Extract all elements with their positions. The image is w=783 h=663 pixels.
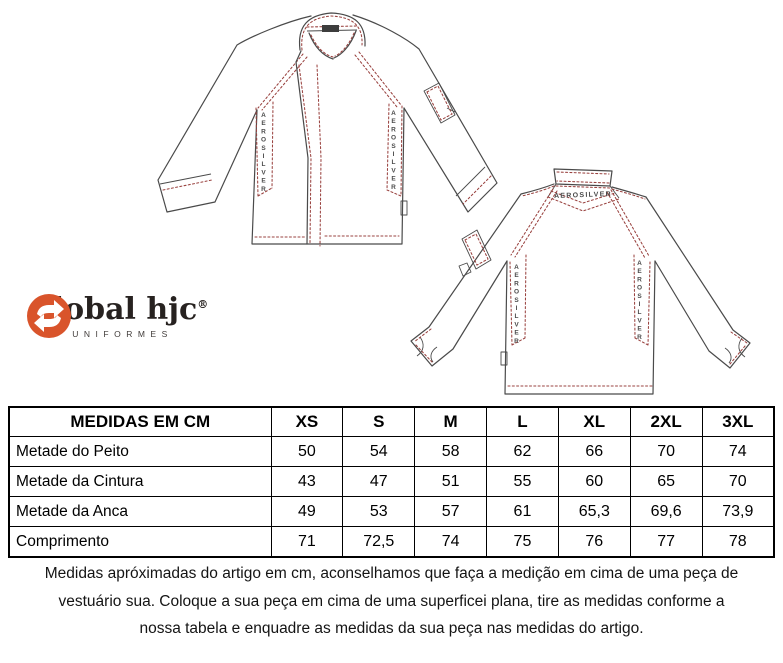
back-body <box>504 260 656 395</box>
measurement-value: 78 <box>701 526 775 558</box>
jacket-front-drawing <box>157 12 498 247</box>
measurement-value: 74 <box>701 436 775 467</box>
measurement-label: Comprimento <box>8 526 272 558</box>
collar-label <box>322 25 339 32</box>
measurement-value: 70 <box>629 436 703 467</box>
table-row: Metade da Cintura 43 47 51 55 60 65 70 <box>8 466 775 497</box>
measurement-value: 69,6 <box>629 496 703 527</box>
jacket-back-drawing <box>410 168 751 395</box>
size-column-header: S <box>342 406 416 437</box>
measurement-value: 49 <box>270 496 344 527</box>
size-column-header: 2XL <box>629 406 703 437</box>
measurement-label: Metade da Anca <box>8 496 272 527</box>
back-sleeve-pocket <box>461 229 492 270</box>
measurement-value: 74 <box>414 526 488 558</box>
front-right-sleeve <box>352 14 498 213</box>
back-right-sleeve <box>611 186 751 369</box>
front-body <box>251 107 405 245</box>
front-collar <box>298 12 366 51</box>
measurement-value: 58 <box>414 436 488 467</box>
measurement-value: 73,9 <box>701 496 775 527</box>
front-left-panel <box>255 101 274 197</box>
table-title: MEDIDAS EM CM <box>8 406 272 437</box>
table-row: Comprimento 71 72,5 74 75 76 77 78 <box>8 526 775 558</box>
sleeve-pocket <box>423 82 456 124</box>
note-line: vestuário sua. Coloque a sua peça em cim… <box>58 592 725 610</box>
measurement-value: 66 <box>557 436 631 467</box>
fabric-brand-front-left: AEROSILVER <box>260 112 267 194</box>
size-column-header: 3XL <box>701 406 775 437</box>
front-right-panel <box>386 103 403 197</box>
measurement-value: 43 <box>270 466 344 497</box>
brand-subtitle: UNIFORMES <box>72 328 173 339</box>
back-left-panel <box>509 254 527 346</box>
registered-trademark: ® <box>197 298 209 311</box>
measurement-value: 65,3 <box>557 496 631 527</box>
side-seam-tab <box>400 200 408 216</box>
measurement-value: 65 <box>629 466 703 497</box>
table-header-row: MEDIDAS EM CM XS S M L XL 2XL 3XL <box>8 406 775 437</box>
back-left-sleeve <box>410 183 555 367</box>
measurement-value: 60 <box>557 466 631 497</box>
size-column-header: XS <box>270 406 344 437</box>
table-row: Metade da Anca 49 53 57 61 65,3 69,6 73,… <box>8 496 775 527</box>
brand-logo: global hjc® UNIFORMES <box>25 292 215 339</box>
measurement-label: Metade da Cintura <box>8 466 272 497</box>
measurement-value: 51 <box>414 466 488 497</box>
measurement-value: 70 <box>701 466 775 497</box>
pen-loop <box>458 262 472 277</box>
measurement-value: 50 <box>270 436 344 467</box>
fabric-brand-front-right: AEROSILVER <box>390 110 397 192</box>
fabric-brand-back-left: AEROSILVER <box>513 264 520 346</box>
back-collar <box>553 168 613 187</box>
back-yoke-seam <box>550 190 616 204</box>
measurement-value: 57 <box>414 496 488 527</box>
note-line: nossa tabela e enquadre as medidas da su… <box>139 620 644 637</box>
size-table: MEDIDAS EM CM XS S M L XL 2XL 3XL Metade… <box>8 406 775 558</box>
note-line: Medidas apróximadas do artigo em cm, aco… <box>44 565 739 582</box>
swap-arrows-icon <box>27 294 71 338</box>
back-right-panel <box>633 254 651 346</box>
measurement-label: Metade do Peito <box>8 436 272 467</box>
measurement-value: 47 <box>342 466 416 497</box>
measurement-note: Medidas apróximadas do artigo em cm, aco… <box>0 560 783 643</box>
size-column-header: L <box>486 406 559 437</box>
front-closure <box>295 50 309 245</box>
jacket-line-art <box>157 12 751 395</box>
front-left-sleeve <box>157 15 312 213</box>
measurement-value: 53 <box>342 496 416 527</box>
measurement-value: 75 <box>486 526 559 558</box>
table-row: Metade do Peito 50 54 58 62 66 70 74 <box>8 436 775 467</box>
measurement-value: 71 <box>270 526 344 558</box>
measurement-value: 54 <box>342 436 416 467</box>
measurement-value: 72,5 <box>342 526 416 558</box>
measurement-value: 55 <box>486 466 559 497</box>
size-column-header: XL <box>557 406 631 437</box>
size-column-header: M <box>414 406 488 437</box>
garment-technical-drawings: AEROSILVER AEROSILVER AEROSILVER AEROSIL… <box>25 12 751 395</box>
measurement-value: 76 <box>557 526 631 558</box>
measurement-value: 62 <box>486 436 559 467</box>
measurement-value: 61 <box>486 496 559 527</box>
measurement-value: 77 <box>629 526 703 558</box>
fabric-brand-back-right: AEROSILVER <box>636 260 643 342</box>
side-seam-tab-back <box>500 351 508 366</box>
